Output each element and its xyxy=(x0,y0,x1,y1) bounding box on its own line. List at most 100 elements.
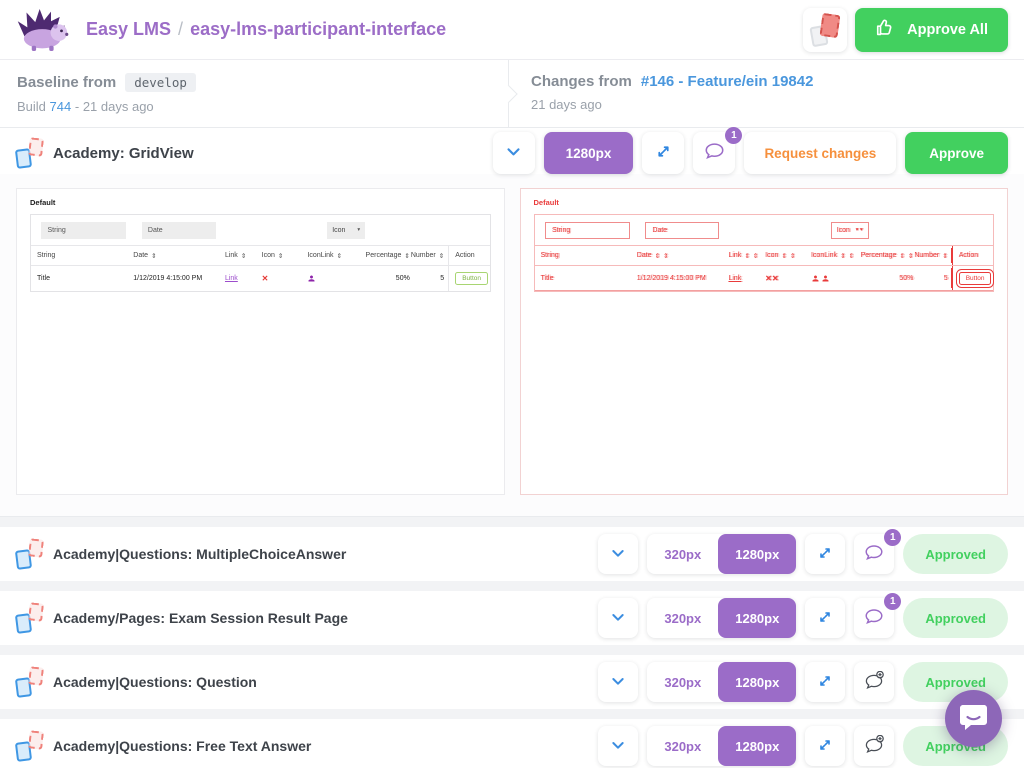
sort-icon: ⇕ xyxy=(899,252,905,260)
comments-button[interactable]: 1 xyxy=(854,529,902,574)
project-name-link[interactable]: Easy LMS xyxy=(86,19,172,39)
sort-icon: ⇕ xyxy=(840,252,846,260)
comment-bubble-icon xyxy=(864,544,884,565)
sort-icon: ⇕ xyxy=(336,252,343,260)
button-chip: Button xyxy=(955,268,995,288)
date-filter-input: Date xyxy=(645,221,720,239)
comments-button[interactable]: 1 xyxy=(854,593,902,638)
topbar-actions: Approve All xyxy=(803,7,1008,52)
breadcrumb-separator: / xyxy=(178,19,184,39)
build-label: Build xyxy=(17,99,46,114)
thumbs-up-icon xyxy=(875,17,897,43)
chevron-down-icon xyxy=(610,673,626,692)
size-1280-button[interactable]: 1280px xyxy=(543,132,634,174)
expand-row-button[interactable] xyxy=(598,534,639,574)
size-1280-button[interactable]: 1280px xyxy=(718,726,797,766)
size-1280-button[interactable]: 1280px xyxy=(718,534,797,574)
baseline-label: Baseline from xyxy=(17,74,117,91)
diff-overlay-icon xyxy=(809,12,841,47)
expand-row-button[interactable] xyxy=(598,598,639,638)
size-320-button[interactable]: 320px xyxy=(647,534,718,574)
changes-age: 21 days ago xyxy=(531,97,602,112)
fullscreen-button[interactable] xyxy=(805,534,846,574)
sort-icon: ⇕ xyxy=(752,252,759,260)
snapshot-title: Academy: GridView xyxy=(53,144,194,162)
gridview-controls: 1280px 1 Request changes Approve xyxy=(492,127,1008,174)
snapshot-row: Academy|Questions: MultipleChoiceAnswer … xyxy=(0,527,1024,581)
comment-count-badge: 1 xyxy=(884,529,902,546)
add-comment-button[interactable] xyxy=(854,662,895,702)
sort-icon: ⇕ xyxy=(240,252,247,260)
icon-filter-select: Icon ▾ ▾ xyxy=(830,221,869,239)
diff-thumbnail-icon xyxy=(14,665,44,698)
comment-count-badge: 1 xyxy=(725,127,743,144)
sort-icon: ⇕ xyxy=(654,252,661,260)
build-number-link[interactable]: 744 xyxy=(49,99,72,114)
size-1280-button[interactable]: 1280px xyxy=(718,662,797,702)
chevron-down-icon xyxy=(610,609,626,628)
approve-button[interactable]: Approve xyxy=(905,132,1008,174)
size-toggle: 320px 1280px xyxy=(647,726,797,766)
baseline-screenshot: Default String Date Icon ▾ String Date ⇕ L… xyxy=(17,189,504,301)
size-1280-button[interactable]: 1280px xyxy=(718,598,797,638)
person-icon xyxy=(811,274,831,283)
expand-icon xyxy=(655,143,672,163)
snapshot-title: Academy/Pages: Exam Session Result Page xyxy=(53,610,348,626)
fullscreen-button[interactable] xyxy=(805,662,846,702)
expand-icon xyxy=(817,737,833,756)
size-toggle: 320px 1280px xyxy=(647,662,797,702)
baseline-screenshot-panel[interactable]: Default String Date Icon ▾ String Date ⇕ L… xyxy=(16,188,505,495)
chevron-down-icon xyxy=(610,737,626,756)
button-chip: Button xyxy=(455,272,488,285)
approve-all-button[interactable]: Approve All xyxy=(855,7,1008,52)
chevron-down-icon xyxy=(505,143,522,163)
chat-launcher-button[interactable] xyxy=(945,690,1002,747)
icon-filter-select: Icon ▾ xyxy=(327,221,366,239)
build-age: - 21 days ago xyxy=(74,99,154,114)
chat-bubble-icon xyxy=(959,704,988,734)
comparison-panels: Default String Date Icon ▾ String Date ⇕ L… xyxy=(0,174,1024,516)
sort-icon: ⇕ xyxy=(781,252,787,260)
string-filter-input: String xyxy=(544,221,630,239)
fullscreen-button[interactable] xyxy=(805,598,846,638)
expand-row-button[interactable] xyxy=(598,726,639,766)
changes-label: Changes from xyxy=(531,73,632,90)
changes-build-link[interactable]: #146 - Feature/ein 19842 xyxy=(640,73,814,90)
variant-label: Default xyxy=(533,198,559,207)
add-comment-button[interactable] xyxy=(854,726,895,766)
viswiz-porcupine-logo[interactable] xyxy=(16,7,72,53)
sort-icon: ⇕ xyxy=(438,252,445,260)
diff-thumbnail-icon xyxy=(14,729,44,762)
diff-thumbnail-icon xyxy=(14,537,44,570)
table-data-row: Title 1/12/2019 4:15:00 PM Link ✕ 50% 5 … xyxy=(31,266,490,291)
diff-overlay-toggle-button[interactable] xyxy=(803,7,848,52)
page-title: Easy LMS / easy-lms-participant-interface xyxy=(86,19,446,40)
snapshot-title: Academy|Questions: MultipleChoiceAnswer xyxy=(53,546,347,562)
size-320-button[interactable]: 320px xyxy=(647,598,718,638)
diff-thumbnail-icon xyxy=(14,601,44,634)
fullscreen-button[interactable] xyxy=(805,726,846,766)
close-icon: ✕ xyxy=(765,273,772,283)
sort-icon: ⇕ xyxy=(789,252,796,260)
diff-screenshot-panel[interactable]: Default String Date Icon ▾ ▾ String Date ⇕… xyxy=(519,188,1008,495)
diff-thumbnail-icon xyxy=(14,136,44,169)
top-bar: Easy LMS / easy-lms-participant-interface … xyxy=(0,0,1024,60)
gridview-header: Academy: GridView 1280px 1 Request chang… xyxy=(0,127,1024,174)
collapse-section-button[interactable] xyxy=(492,132,535,174)
date-filter-input: Date xyxy=(141,221,216,239)
chevron-down-icon xyxy=(610,545,626,564)
size-320-button[interactable]: 320px xyxy=(647,726,718,766)
person-icon xyxy=(307,274,317,283)
expand-row-button[interactable] xyxy=(598,662,639,702)
sort-icon: ⇕ xyxy=(277,252,284,260)
request-changes-button[interactable]: Request changes xyxy=(744,132,897,174)
string-filter-input: String xyxy=(41,221,127,239)
build-info-bar: Baseline from develop Build 744 - 21 day… xyxy=(0,60,1024,128)
table-data-row: Title 1/12/2019 4:15:00 PM Link ✕ ✕ 50% 5… xyxy=(534,266,995,291)
expand-icon xyxy=(817,545,833,564)
fullscreen-button[interactable] xyxy=(642,132,685,174)
comment-bubble-icon xyxy=(864,608,884,629)
close-icon: ✕ xyxy=(261,274,269,283)
comments-button[interactable]: 1 xyxy=(693,127,743,174)
size-320-button[interactable]: 320px xyxy=(647,662,718,702)
